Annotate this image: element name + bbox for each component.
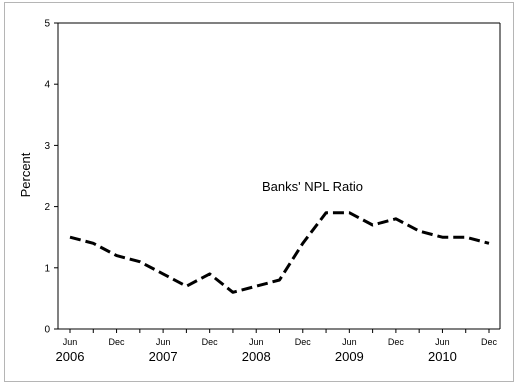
x-year-label-2007: 2007 bbox=[149, 349, 178, 364]
x-year-label-2009: 2009 bbox=[335, 349, 364, 364]
x-month-label-2: Jun bbox=[156, 337, 171, 347]
x-axis-ticks: Jun Dec Jun Dec Jun Dec Jun Dec Jun Dec 2006 2007 20… bbox=[56, 329, 498, 364]
x-year-label-2008: 2008 bbox=[242, 349, 271, 364]
series-label-npl-ratio: Banks' NPL Ratio bbox=[262, 179, 363, 194]
x-month-label-1: Dec bbox=[109, 337, 126, 347]
y-tick-label-4: 4 bbox=[44, 80, 50, 91]
y-axis-title: Percent bbox=[18, 152, 33, 197]
y-tick-label-0: 0 bbox=[44, 325, 50, 336]
x-year-label-2010: 2010 bbox=[428, 349, 457, 364]
series-line-0 bbox=[69, 211, 490, 294]
y-tick-label-1: 1 bbox=[44, 263, 50, 274]
chart-frame bbox=[4, 2, 514, 382]
x-month-label-3: Dec bbox=[202, 337, 219, 347]
x-month-label-4: Jun bbox=[249, 337, 264, 347]
x-year-label-2006: 2006 bbox=[56, 349, 85, 364]
y-tick-label-3: 3 bbox=[44, 141, 50, 152]
y-tick-label-5: 5 bbox=[44, 19, 50, 30]
x-month-label-7: Dec bbox=[388, 337, 405, 347]
x-month-label-8: Jun bbox=[435, 337, 450, 347]
y-axis-ticks: 0 1 2 3 4 5 bbox=[44, 19, 58, 336]
x-month-label-6: Jun bbox=[342, 337, 357, 347]
x-month-label-9: Dec bbox=[481, 337, 498, 347]
data-point-0-17 bbox=[465, 237, 466, 238]
y-tick-label-2: 2 bbox=[44, 202, 50, 213]
data-point-0-5 bbox=[186, 286, 187, 287]
x-month-label-5: Dec bbox=[295, 337, 312, 347]
x-month-label-0: Jun bbox=[63, 337, 78, 347]
data-point-0-15 bbox=[419, 231, 420, 232]
chart-axes bbox=[57, 22, 501, 330]
series-lines bbox=[69, 211, 490, 294]
data-point-0-8 bbox=[256, 286, 257, 287]
